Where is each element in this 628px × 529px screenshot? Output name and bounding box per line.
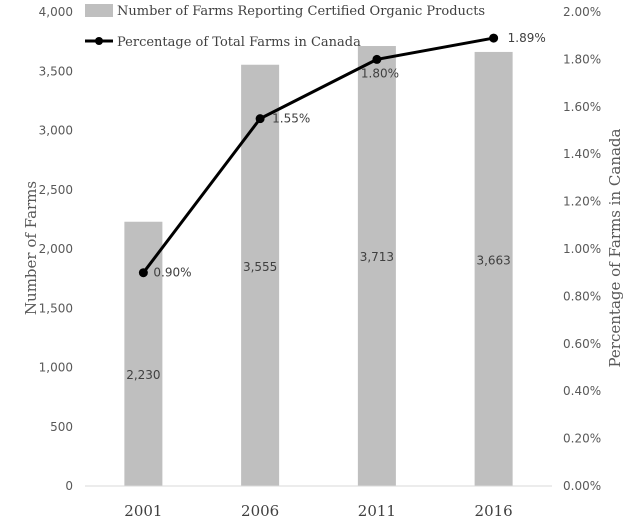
bar-value-label: 2,230 <box>126 368 160 382</box>
bar-value-label: 3,663 <box>476 253 510 267</box>
right-axis-tick-label: 1.00% <box>563 242 601 256</box>
right-axis-tick-label: 0.20% <box>563 432 601 446</box>
left-axis-title: Number of Farms <box>22 181 40 315</box>
bars-layer <box>124 46 513 487</box>
line-value-label: 0.90% <box>153 266 191 280</box>
x-axis-tick-label: 2016 <box>475 502 513 520</box>
right-axis-tick-label: 0.60% <box>563 337 601 351</box>
left-axis-tick-label: 500 <box>50 420 73 434</box>
left-axis-ticks: 0 500 1,000 1,500 2,000 2,500 3,000 3,500 4,000 <box>39 5 73 493</box>
right-axis-tick-label: 2.00% <box>563 5 601 19</box>
line-point-2011 <box>372 54 382 64</box>
legend-bar-swatch <box>85 4 113 17</box>
left-axis-tick-label: 4,000 <box>39 5 73 19</box>
right-axis-title: Percentage of Farms in Canada <box>606 128 624 367</box>
bar-value-label: 3,713 <box>360 250 394 264</box>
line-layer <box>138 33 499 278</box>
left-axis-tick-label: 1,000 <box>39 361 73 375</box>
right-axis-ticks: 0.00% 0.20% 0.40% 0.60% 0.80% 1.00% 1.20% 1.40%… <box>563 5 601 493</box>
line-point-2006 <box>255 114 265 124</box>
right-axis-tick-label: 1.20% <box>563 195 601 209</box>
left-axis-tick-label: 1,500 <box>39 301 73 315</box>
left-axis-tick-label: 2,500 <box>39 183 73 197</box>
line-value-label: 1.55% <box>272 112 310 126</box>
line-value-label: 1.80% <box>361 66 399 80</box>
right-axis-tick-label: 0.80% <box>563 289 601 303</box>
bar-data-labels: 2,230 3,555 3,713 3,663 <box>126 250 511 382</box>
legend-line-label: Percentage of Total Farms in Canada <box>117 35 361 50</box>
line-point-2016 <box>489 33 499 43</box>
left-axis-tick-label: 0 <box>65 479 73 493</box>
bar-2006 <box>241 64 280 487</box>
bar-2001 <box>124 221 163 486</box>
left-axis-tick-label: 3,500 <box>39 64 73 78</box>
percentage-line <box>142 36 494 274</box>
legend-line-marker <box>95 37 103 45</box>
line-value-label: 1.89% <box>508 31 546 45</box>
bar-value-label: 3,555 <box>243 260 277 274</box>
right-axis-tick-label: 1.80% <box>563 52 601 66</box>
right-axis-tick-label: 1.60% <box>563 100 601 114</box>
line-point-2001 <box>138 268 148 278</box>
x-axis-tick-label: 2006 <box>241 502 279 520</box>
x-axis-tick-label: 2011 <box>358 502 396 520</box>
left-axis-tick-label: 2,000 <box>39 242 73 256</box>
x-axis-tick-label: 2001 <box>124 502 162 520</box>
x-axis-ticks: 2001 2006 2011 2016 <box>124 502 512 520</box>
bar-2016 <box>474 51 513 486</box>
right-axis-tick-label: 0.00% <box>563 479 601 493</box>
right-axis-tick-label: 0.40% <box>563 384 601 398</box>
left-axis-tick-label: 3,000 <box>39 124 73 138</box>
right-axis-tick-label: 1.40% <box>563 147 601 161</box>
bar-2011 <box>357 46 396 487</box>
legend: Number of Farms Reporting Certified Orga… <box>85 4 485 50</box>
line-data-labels: 0.90% 1.55% 1.80% 1.89% <box>153 31 545 280</box>
legend-bar-label: Number of Farms Reporting Certified Orga… <box>117 4 485 19</box>
